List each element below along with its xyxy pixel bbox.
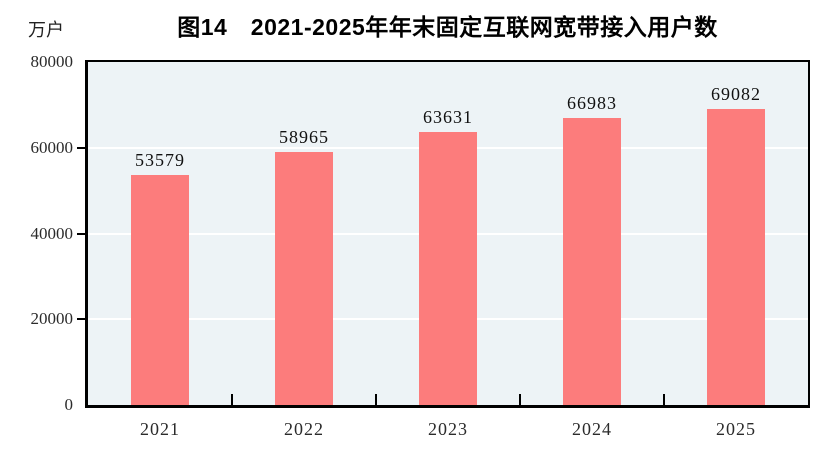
y-axis-tick: [77, 232, 85, 235]
bar-value-label: 53579: [135, 150, 185, 171]
bar-value-label: 69082: [711, 83, 761, 104]
y-axis-unit-label: 万户: [28, 20, 64, 40]
y-axis-label: 40000: [30, 223, 74, 243]
bar-2023: [419, 132, 477, 405]
x-axis-tick: [519, 394, 521, 405]
x-axis-label: 2021: [140, 419, 180, 439]
y-axis-tick: [77, 318, 85, 321]
chart-title: 图14 2021-2025年年末固定互联网宽带接入用户数: [177, 14, 718, 40]
bar-2022: [275, 152, 333, 405]
x-axis-label: 2024: [572, 419, 612, 439]
bar-value-label: 58965: [279, 127, 329, 148]
x-axis-label: 2023: [428, 419, 468, 439]
plot-area: [85, 60, 810, 408]
bar-value-label: 66983: [567, 92, 617, 113]
bar-value-label: 63631: [423, 107, 473, 128]
y-axis-label: 80000: [30, 52, 74, 71]
bar-2024: [563, 117, 621, 405]
x-axis-label: 2025: [716, 419, 756, 439]
x-axis-tick: [663, 394, 665, 405]
y-axis-label: 20000: [30, 309, 74, 329]
x-axis-tick: [231, 394, 233, 405]
plot-inner: [88, 62, 808, 405]
bar-2025: [707, 108, 765, 405]
x-axis-label: 2022: [284, 419, 324, 439]
bar-2021: [131, 175, 189, 405]
y-axis-tick: [77, 146, 85, 149]
y-axis-label: 60000: [30, 137, 74, 157]
x-axis-tick: [375, 394, 377, 405]
y-axis-label: 0: [64, 395, 74, 414]
